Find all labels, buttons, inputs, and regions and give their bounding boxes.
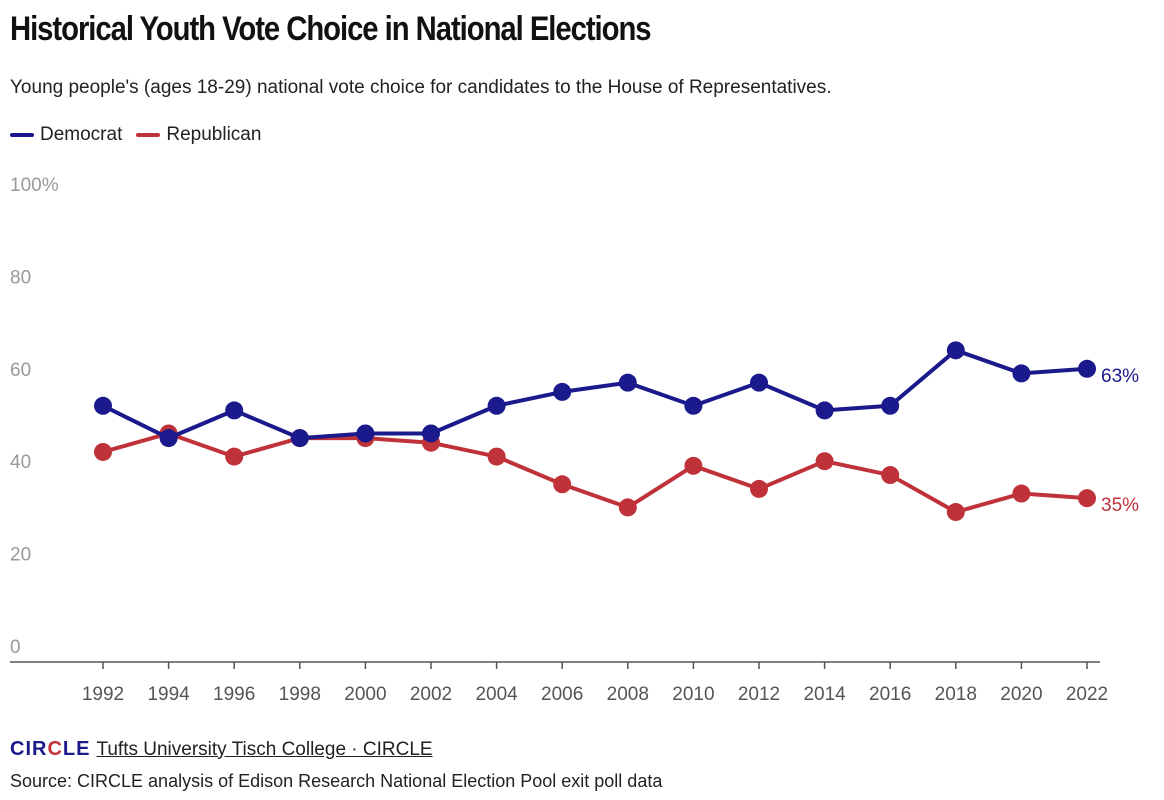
data-point-republican	[881, 466, 900, 485]
line-chart: 0 20 40 60 80 100% 1992 1994 1996 1998 2000 2002 200…	[10, 175, 1139, 705]
x-tick-label: 2004	[475, 684, 518, 705]
x-tick-label: 2014	[803, 684, 846, 705]
footer-brand: CIRCLE Tufts University Tisch College · …	[10, 738, 433, 761]
series-line-republican	[102, 431, 1088, 515]
data-point-democrat	[290, 429, 309, 448]
data-point-republican	[1012, 484, 1031, 503]
data-point-democrat	[946, 341, 965, 360]
data-point-democrat	[750, 373, 768, 392]
y-tick-label: 80	[10, 267, 31, 288]
data-point-republican	[750, 479, 768, 498]
legend-label-republican: Republican	[166, 124, 262, 145]
legend-item-democrat: Democrat	[10, 124, 122, 146]
x-tick-label: 1992	[82, 684, 124, 705]
x-tick-label: 2010	[672, 684, 714, 705]
legend-swatch-democrat	[10, 133, 34, 137]
x-tick-label: 1996	[213, 684, 255, 705]
data-point-democrat	[159, 429, 178, 448]
data-point-democrat	[618, 373, 637, 392]
data-point-republican	[1078, 489, 1096, 508]
data-point-democrat	[1012, 364, 1031, 383]
y-tick-label: 40	[10, 452, 31, 473]
data-point-republican	[815, 452, 834, 471]
chart-title: Historical Youth Vote Choice in National…	[10, 10, 652, 48]
end-label-democrat: 63%	[1101, 366, 1139, 387]
x-tick-label: 2000	[344, 684, 386, 705]
x-tick-label: 2016	[869, 684, 911, 705]
data-point-republican	[487, 447, 506, 466]
data-point-democrat	[225, 401, 244, 420]
end-label-republican: 35%	[1101, 495, 1139, 516]
x-tick-label: 2012	[738, 684, 780, 705]
data-point-republican	[225, 447, 244, 466]
x-tick-label: 2020	[1000, 684, 1042, 705]
data-point-democrat	[684, 396, 703, 415]
x-tick-label: 2006	[541, 684, 583, 705]
y-tick-label: 60	[10, 360, 31, 381]
x-tick-label: 1998	[279, 684, 321, 705]
brand-link[interactable]: Tufts University Tisch College · CIRCLE	[96, 738, 433, 760]
y-tick-label: 0	[10, 637, 21, 658]
data-point-democrat	[94, 396, 112, 415]
data-point-democrat	[1078, 359, 1096, 378]
x-tick-label: 2022	[1066, 684, 1108, 705]
circle-logo: CIRCLE	[10, 738, 91, 760]
x-tick-label: 1994	[147, 684, 190, 705]
data-point-democrat	[356, 424, 375, 443]
data-point-democrat	[881, 396, 900, 415]
data-point-republican	[553, 475, 572, 494]
x-tick-label: 2008	[607, 684, 649, 705]
source-note: Source: CIRCLE analysis of Edison Resear…	[10, 771, 663, 791]
chart-subtitle: Young people's (ages 18-29) national vot…	[10, 77, 832, 98]
data-point-democrat	[487, 396, 506, 415]
data-point-republican	[946, 503, 965, 522]
series-line-democrat	[102, 348, 1088, 441]
data-point-republican	[618, 498, 637, 517]
data-point-republican	[684, 456, 703, 475]
y-tick-label: 100%	[10, 175, 59, 196]
legend-label-democrat: Democrat	[40, 124, 123, 145]
legend: Democrat Republican	[10, 124, 275, 146]
data-point-democrat	[422, 424, 440, 443]
x-tick-label: 2018	[935, 684, 977, 705]
x-tick-label: 2002	[410, 684, 452, 705]
data-point-republican	[94, 442, 112, 461]
legend-swatch-republican	[136, 133, 161, 137]
data-point-democrat	[815, 401, 834, 420]
legend-item-republican: Republican	[136, 124, 261, 146]
data-point-democrat	[553, 382, 572, 401]
y-tick-label: 20	[10, 545, 31, 566]
